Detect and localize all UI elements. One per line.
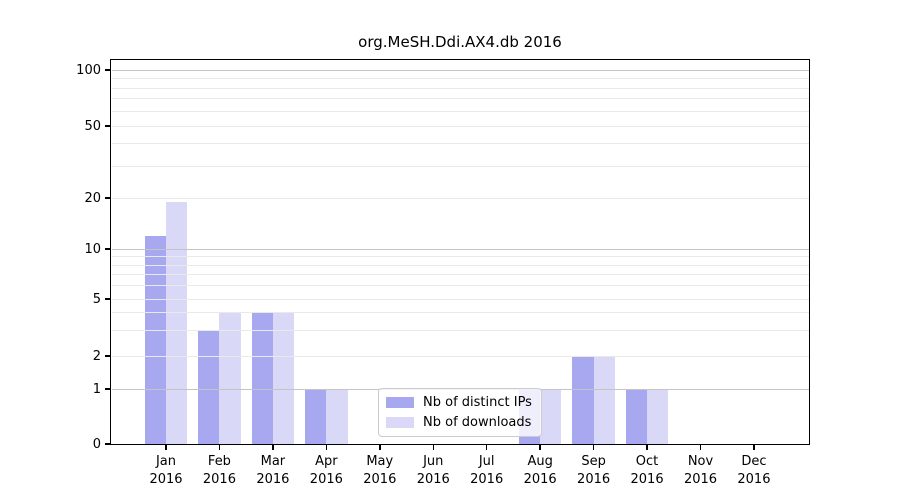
gridline-minor [112,143,809,145]
x-tick-label: Jan 2016 [149,454,183,487]
gridline-minor [112,274,809,276]
y-tick-label: 0 [92,436,101,452]
legend-swatch-distinct-ips [386,397,414,408]
x-tick-label: May 2016 [363,454,397,487]
bar-downloads-feb [219,312,241,445]
gridline-minor [112,197,809,199]
bar-downloads-aug [540,389,562,445]
x-tick-mark [218,445,221,450]
gridline-minor [112,298,809,300]
x-tick-label: Jul 2016 [470,454,504,487]
y-tick-label: 5 [92,291,101,307]
gridline-major [112,248,809,250]
x-tick-mark [699,445,702,450]
x-tick-mark [646,445,648,450]
y-tick-mark [105,69,110,71]
y-tick-mark [105,248,110,250]
gridline-minor [112,78,809,79]
y-tick-label: 100 [76,62,101,78]
gridline-minor [112,330,809,332]
legend-swatch-downloads [386,417,414,428]
x-tick-mark [379,445,381,450]
x-tick-mark [272,445,274,450]
bar-downloads-oct [647,389,669,445]
bar-downloads-apr [326,389,348,445]
y-tick-mark [105,298,110,300]
gridline-minor [112,165,809,167]
legend: Nb of distinct IPs Nb of downloads [378,388,542,437]
bar-downloads-mar [272,312,295,445]
bar-distinct-ips-oct [625,389,648,445]
x-tick-mark [325,445,328,450]
x-tick-label: Mar 2016 [256,454,290,487]
bar-distinct-ips-jan [144,235,166,445]
y-tick-label: 1 [92,381,101,397]
x-tick-mark [753,445,755,450]
y-tick-mark [105,197,110,199]
y-tick-label: 10 [84,241,101,257]
bar-downloads-sep [593,356,615,445]
x-tick-mark [165,445,167,450]
gridline-minor [112,110,809,112]
bar-downloads-jan [166,201,188,445]
gridline-minor [112,256,809,258]
bar-distinct-ips-feb [198,330,220,445]
bar-distinct-ips-sep [572,356,594,445]
gridline-minor [112,87,809,89]
bar-distinct-ips-mar [251,312,273,445]
x-tick-label: Feb 2016 [202,454,236,487]
x-tick-mark [432,445,434,450]
y-tick-mark [105,355,110,357]
legend-entry-distinct-ips: Nb of distinct IPs [384,393,536,413]
bar-distinct-ips-apr [305,389,327,445]
y-tick-label: 20 [84,190,101,206]
gridline-minor [112,285,809,287]
x-tick-label: Oct 2016 [630,454,664,487]
x-tick-label: Apr 2016 [309,454,343,487]
legend-label: Nb of distinct IPs [423,394,532,410]
y-tick-mark [105,443,110,445]
gridline-minor [112,98,809,100]
y-tick-mark [105,388,110,390]
x-tick-label: Nov 2016 [683,454,718,487]
y-tick-label: 2 [92,348,101,364]
y-tick-label: 50 [84,118,101,134]
x-tick-label: Jun 2016 [416,454,450,487]
gridline-minor [112,264,809,266]
chart-title: org.MeSH.Ddi.AX4.db 2016 [358,33,562,51]
x-tick-label: Aug 2016 [523,454,557,487]
gridline-minor [112,312,809,314]
legend-label: Nb of downloads [423,414,532,430]
x-tick-mark [592,445,595,450]
x-tick-label: Sep 2016 [577,454,611,487]
gridline-minor [112,125,809,127]
gridline-major [112,69,809,71]
x-tick-mark [485,445,488,450]
gridline-minor [112,355,809,357]
y-tick-mark [105,125,110,127]
legend-entry-downloads: Nb of downloads [384,413,536,433]
x-tick-mark [539,445,541,450]
x-tick-label: Dec 2016 [737,454,771,487]
